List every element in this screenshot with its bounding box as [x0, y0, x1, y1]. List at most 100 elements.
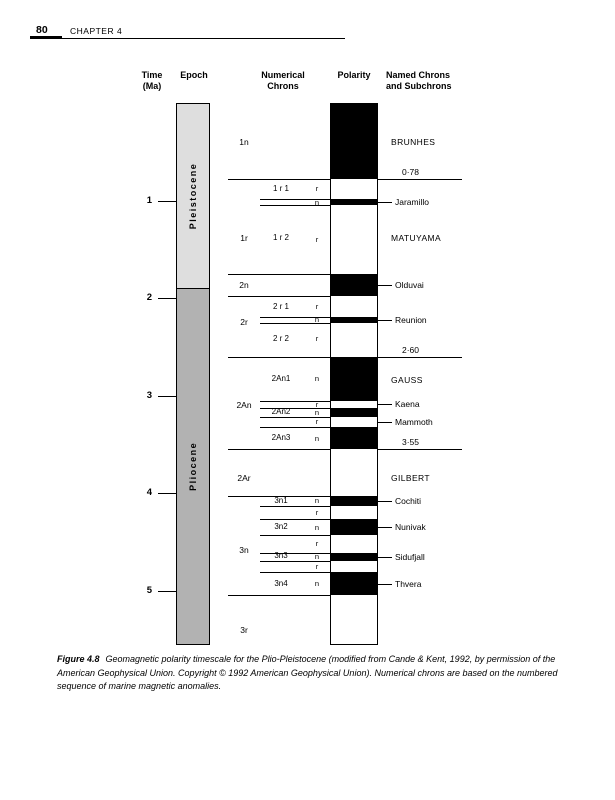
- time-tick-line: [158, 201, 176, 202]
- polarity-segment-normal: [331, 198, 377, 206]
- polarity-segment-normal: [331, 496, 377, 507]
- named-subchron-label: Sidufjall: [395, 551, 425, 562]
- polarity-letter: r: [315, 561, 319, 571]
- sub-chron-label: 1 r 2: [272, 232, 289, 242]
- chron-separator-line: [228, 496, 330, 497]
- boundary-age-line: [378, 449, 462, 450]
- named-subchron-label: Jaramillo: [395, 197, 430, 208]
- chron-separator-line: [260, 535, 330, 536]
- polarity-letter: r: [315, 417, 319, 427]
- polarity-segment-normal: [331, 427, 377, 450]
- figure-caption-label: Figure 4.8: [57, 654, 100, 664]
- boundary-age-label: 2·60: [402, 344, 420, 355]
- polarity-letter: n: [314, 551, 320, 561]
- polarity-segment-normal: [331, 316, 377, 324]
- polarity-segment-normal: [331, 518, 377, 536]
- chron-separator-line: [228, 274, 330, 275]
- polarity-segment-normal: [331, 274, 377, 297]
- polarity-letter: n: [314, 374, 320, 384]
- time-tick-label: 4: [146, 487, 152, 498]
- time-tick-line: [158, 396, 176, 397]
- major-chron-label: 2r: [240, 317, 248, 328]
- figure-caption: Figure 4.8 Geomagnetic polarity timescale…: [57, 653, 567, 694]
- named-chron-label: BRUNHES: [391, 137, 436, 147]
- sub-chron-label: 2An2: [271, 407, 291, 417]
- boundary-age-line: [378, 179, 462, 180]
- subchron-leader-line: [378, 422, 392, 423]
- column-header-epoch: Epoch: [180, 70, 208, 80]
- sub-chron-label: 2An3: [271, 433, 291, 443]
- polarity-letter: n: [314, 522, 320, 532]
- subchron-leader-line: [378, 527, 392, 528]
- figure-caption-text: Geomagnetic polarity timescale for the P…: [57, 654, 558, 691]
- chron-separator-line: [260, 561, 330, 562]
- sub-chron-label: 3n4: [274, 578, 288, 588]
- polarity-letter: n: [314, 433, 320, 443]
- polarity-letter: n: [314, 197, 320, 207]
- boundary-age-label: 0·78: [402, 167, 420, 178]
- column-header-named-chrons: Named Chrons and Subchrons: [386, 70, 452, 91]
- epoch-segment: [177, 288, 209, 646]
- chron-separator-line: [260, 199, 330, 200]
- time-tick-line: [158, 591, 176, 592]
- named-subchron-label: Cochiti: [395, 496, 421, 507]
- subchron-leader-line: [378, 320, 392, 321]
- subchron-leader-line: [378, 404, 392, 405]
- polarity-letter: r: [315, 184, 319, 194]
- subchron-leader-line: [378, 285, 392, 286]
- sub-chron-label: 3n2: [274, 522, 288, 532]
- sub-chron-label: 2 r 1: [272, 301, 289, 311]
- subchron-leader-line: [378, 557, 392, 558]
- epoch-boundary-line: [176, 288, 210, 289]
- polarity-letter: r: [315, 539, 319, 549]
- named-subchron-label: Mammoth: [395, 417, 433, 428]
- named-subchron-label: Nunivak: [395, 522, 426, 533]
- chron-separator-line: [228, 179, 330, 180]
- chron-separator-line: [260, 553, 330, 554]
- chron-separator-line: [260, 506, 330, 507]
- time-tick-label: 2: [146, 292, 152, 303]
- chapter-title: CHAPTER 4: [70, 26, 123, 36]
- sub-chron-label: 2An1: [271, 373, 291, 383]
- time-tick-line: [158, 493, 176, 494]
- polarity-letter: r: [315, 235, 319, 244]
- chron-separator-line: [228, 595, 330, 596]
- major-chron-label: 1r: [240, 232, 248, 243]
- chron-separator-line: [260, 427, 330, 428]
- epoch-segment: [177, 103, 209, 289]
- polarity-letter: n: [314, 315, 320, 325]
- sub-chron-label: 1 r 1: [272, 183, 289, 193]
- polarity-segment-normal: [331, 552, 377, 561]
- column-header-time: Time (Ma): [141, 70, 163, 91]
- chron-separator-line: [260, 323, 330, 324]
- time-tick-label: 5: [146, 584, 152, 596]
- chron-separator-line: [228, 449, 330, 450]
- polarity-letter: r: [315, 334, 319, 344]
- chron-separator-line: [228, 296, 330, 297]
- time-tick-label: 3: [146, 389, 152, 401]
- time-tick-line: [158, 298, 176, 299]
- chron-separator-line: [260, 401, 330, 402]
- named-subchron-label: Reunion: [395, 314, 427, 325]
- polarity-letter: n: [314, 579, 320, 589]
- named-chron-label: MATUYAMA: [391, 232, 442, 243]
- polarity-letter: n: [314, 496, 320, 506]
- sub-chron-label: 2 r 2: [272, 333, 289, 343]
- sub-chron-label: 3n3: [274, 551, 288, 561]
- chron-separator-line: [260, 205, 330, 206]
- major-chron-label: 3n: [239, 544, 249, 555]
- polarity-segment-normal: [331, 103, 377, 180]
- chron-separator-line: [260, 408, 330, 409]
- header-rule: [30, 38, 345, 39]
- boundary-age-label: 3·55: [402, 437, 420, 448]
- subchron-leader-line: [378, 202, 392, 203]
- time-tick-label: 1: [146, 194, 152, 206]
- epoch-column-border: [176, 103, 210, 646]
- boundary-age-line: [378, 357, 462, 358]
- chron-separator-line: [260, 572, 330, 573]
- polarity-letter: n: [314, 407, 320, 417]
- polarity-letter: r: [315, 399, 319, 409]
- major-chron-label: 1n: [239, 137, 249, 147]
